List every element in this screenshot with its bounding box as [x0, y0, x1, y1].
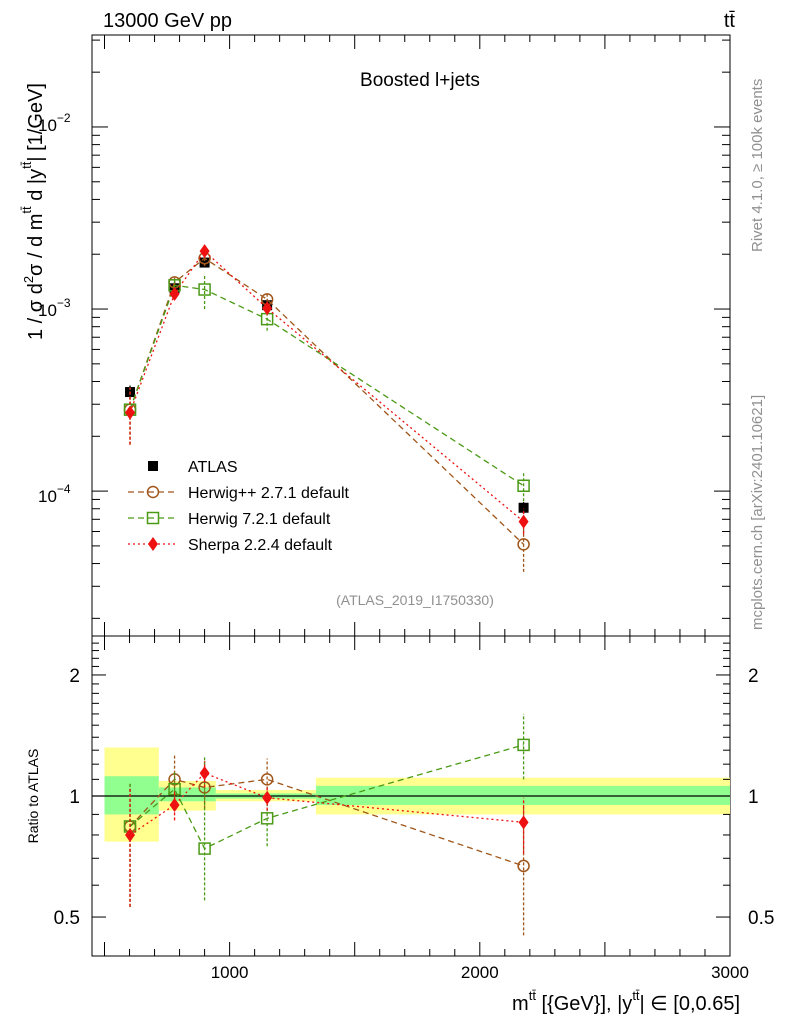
- ytick-label-1e-4: 10−4: [38, 482, 71, 506]
- series-herwig-7-2-1-default: [123, 273, 530, 502]
- legend-marker: [148, 537, 158, 551]
- data-point: [199, 244, 210, 259]
- rivet-version-label: Rivet 4.1.0, ≥ 100k events: [749, 79, 766, 252]
- legend-item: ATLAS: [148, 459, 238, 476]
- data-point: [517, 538, 530, 551]
- ratio-point: [198, 842, 211, 855]
- chart-title: Boosted l+jets: [360, 70, 480, 91]
- data-point: [518, 514, 529, 529]
- xtick-label: 2000: [461, 963, 499, 982]
- legend-item: Herwig 7.2.1 default: [128, 511, 331, 528]
- legend-label: Herwig 7.2.1 default: [188, 511, 331, 528]
- data-point: [198, 283, 211, 296]
- ratio-stat-band: [315, 785, 730, 805]
- xtick-label: 1000: [211, 963, 249, 982]
- legend-marker: [146, 485, 160, 499]
- data-point: [169, 286, 180, 301]
- ratio-ytick-label-right: 1: [748, 787, 759, 808]
- ytick-label-1e-2: 10−2: [38, 111, 71, 135]
- ratio-point: [518, 815, 529, 830]
- ratio-series-sherpa-2-2-4-default: [125, 761, 529, 907]
- data-point: [199, 257, 210, 268]
- main-ylabel: 1 / σ d2σ / d mtt̄ d |ytt̄| [1/GeV]: [19, 83, 47, 340]
- series-line: [129, 284, 524, 487]
- legend-label: Herwig++ 2.7.1 default: [188, 485, 350, 502]
- ratio-point: [169, 797, 180, 812]
- ratio-uncertainty-bands: [104, 747, 730, 842]
- main-axis-ticks: [92, 35, 731, 636]
- ratio-stat-band: [158, 787, 216, 802]
- ratio-axis-ticks: 1000 2000 3000 0.5 0.5 1 1 2 2: [54, 635, 774, 982]
- ratio-series-group: [123, 713, 530, 936]
- data-point: [125, 405, 136, 420]
- ratio-point: [125, 827, 136, 842]
- header-right-label: tt̄: [724, 10, 736, 32]
- series-sherpa-2-2-4-default: [125, 244, 529, 535]
- ratio-ylabel: Ratio to ATLAS: [25, 749, 41, 844]
- main-series-group: [123, 244, 530, 572]
- ratio-point: [260, 812, 274, 825]
- ratio-point: [260, 773, 274, 786]
- mcplots-label: mcplots.cern.ch [arXiv:2401.10621]: [749, 395, 766, 630]
- header-left-label: 13000 GeV pp: [103, 10, 232, 32]
- ratio-ytick-label-left: 0.5: [54, 908, 80, 929]
- legend-item: Herwig++ 2.7.1 default: [128, 485, 350, 502]
- ratio-point: [517, 859, 530, 873]
- legend-item: Sherpa 2.2.4 default: [128, 537, 333, 554]
- ratio-ytick-label-right: 0.5: [748, 908, 774, 929]
- data-point: [518, 502, 529, 513]
- legend: ATLAS Herwig++ 2.7.1 default Herwig 7.2.1 …: [128, 459, 350, 554]
- ratio-ytick-label-right: 2: [748, 666, 759, 687]
- ratio-line: [129, 772, 524, 836]
- ratio-ytick-label-left: 1: [69, 787, 80, 808]
- ratio-point: [517, 738, 530, 752]
- series-line: [129, 250, 525, 523]
- ratio-point: [262, 790, 273, 805]
- legend-label: ATLAS: [188, 459, 238, 476]
- data-point: [517, 479, 530, 492]
- xtick-label: 3000: [711, 963, 749, 982]
- legend-label: Sherpa 2.2.4 default: [188, 537, 333, 554]
- ratio-stat-band: [104, 776, 159, 815]
- ytick-label-1e-3: 10−3: [38, 296, 71, 320]
- main-ytick-labels: 10−2 10−3 10−4: [38, 111, 71, 506]
- ratio-point: [199, 766, 210, 781]
- analysis-label: (ATLAS_2019_I1750330): [336, 592, 494, 608]
- data-point: [260, 312, 274, 326]
- legend-marker: [146, 511, 160, 525]
- xlabel: mtt̄ [{GeV}], |ytt̄| ∈ [0,0.65]: [512, 988, 740, 1015]
- legend-marker: [148, 461, 158, 471]
- ratio-ytick-label-left: 2: [69, 666, 80, 687]
- data-point: [262, 301, 273, 316]
